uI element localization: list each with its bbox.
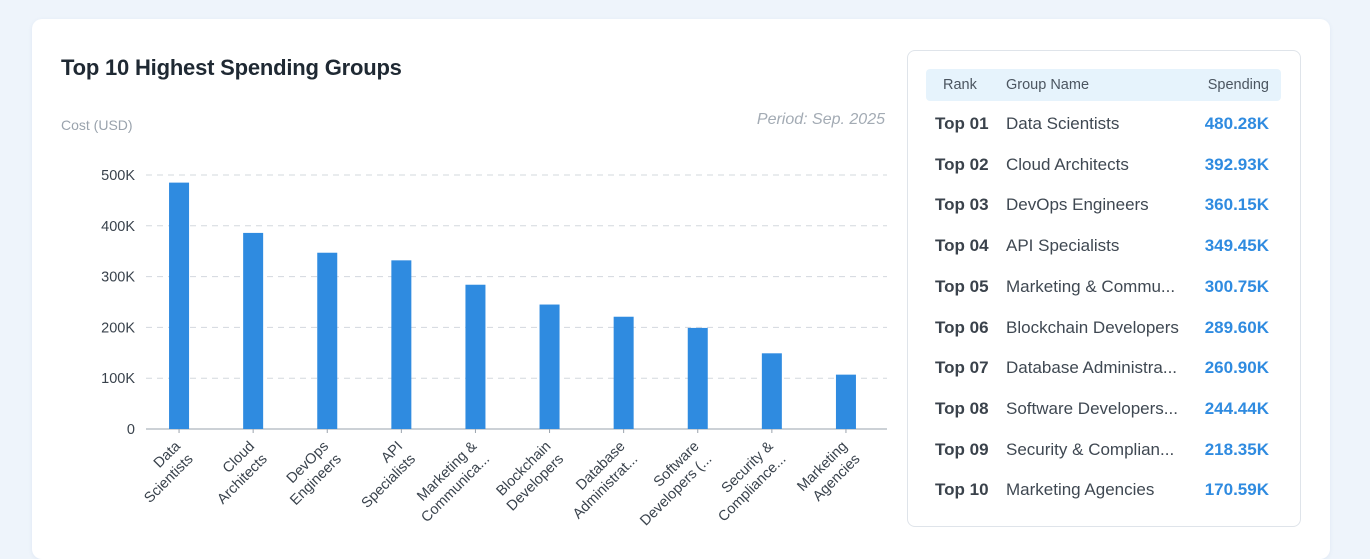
y-tick-label: 300K [101, 270, 135, 286]
bar[interactable] [243, 232, 264, 429]
row-rank: Top 03 [935, 195, 989, 215]
x-tick-label: DataScientists [129, 438, 198, 507]
x-tick-label: Marketing &Communica... [406, 438, 494, 526]
table-row[interactable]: Top 08 Software Developers... 244.44K [926, 395, 1281, 425]
row-spending: 218.35K [1204, 439, 1269, 459]
row-rank: Top 05 [935, 276, 989, 296]
y-tick-label: 500K [101, 168, 135, 184]
ranking-table: Rank Group Name Spending Top 01 Data Scie… [907, 50, 1301, 527]
row-group-name: Blockchain Developers [1006, 317, 1179, 337]
row-group-name: Cloud Architects [1006, 154, 1129, 174]
header-spending: Spending [1207, 77, 1269, 93]
y-tick-label: 200K [101, 320, 135, 336]
row-rank: Top 07 [935, 358, 989, 378]
bar[interactable] [613, 316, 634, 429]
row-rank: Top 02 [935, 154, 989, 174]
row-rank: Top 10 [935, 480, 989, 500]
table-row[interactable]: Top 06 Blockchain Developers 289.60K [926, 314, 1281, 344]
bar[interactable] [391, 260, 412, 429]
bar[interactable] [317, 252, 338, 429]
row-rank: Top 09 [935, 439, 989, 459]
row-spending: 300.75K [1204, 276, 1269, 296]
row-spending: 360.15K [1204, 195, 1269, 215]
row-spending: 349.45K [1204, 236, 1269, 256]
row-group-name: API Specialists [1006, 236, 1120, 256]
row-spending: 289.60K [1204, 317, 1269, 337]
bar-chart: 0 100K 200K 300K 400K 500K DataScientists Cloud… [101, 168, 887, 530]
x-tick-label: Security &Compliance... [703, 438, 790, 525]
row-spending: 260.90K [1204, 358, 1269, 378]
header-rank: Rank [943, 77, 977, 93]
row-spending: 480.28K [1204, 114, 1269, 133]
table-row[interactable]: Top 07 Database Administra... 260.90K [926, 354, 1281, 384]
row-rank: Top 06 [935, 317, 989, 337]
bar[interactable] [687, 327, 708, 429]
table-row[interactable]: Top 05 Marketing & Commu... 300.75K [926, 273, 1281, 303]
x-tick-label: SoftwareDevelopers (... [625, 439, 716, 530]
table-header: Rank Group Name Spending [926, 69, 1281, 101]
bar[interactable] [169, 182, 190, 429]
x-tick-label: DatabaseAdministrat... [557, 439, 641, 523]
row-spending: 392.93K [1204, 154, 1269, 174]
row-group-name: Data Scientists [1006, 114, 1120, 133]
y-tick-label: 100K [101, 371, 135, 387]
period-label: Period: Sep. 2025 [756, 111, 885, 128]
row-spending: 244.44K [1204, 398, 1269, 418]
x-tick-label: MarketingAgencies [794, 439, 863, 508]
x-tick-label: APISpecialists [346, 439, 419, 512]
table-row[interactable]: Top 09 Security & Complian... 218.35K [926, 436, 1281, 466]
table-row[interactable]: Top 03 DevOps Engineers 360.15K [926, 191, 1281, 221]
x-tick-label: CloudArchitects [202, 439, 271, 508]
table-row[interactable]: Top 10 Marketing Agencies 170.59K [926, 476, 1281, 506]
row-group-name: Marketing Agencies [1006, 480, 1155, 500]
row-group-name: Database Administra... [1006, 358, 1178, 378]
header-group-name: Group Name [1006, 77, 1090, 93]
row-group-name: Marketing & Commu... [1006, 276, 1176, 296]
x-tick-label: DevOpsEngineers [275, 439, 345, 509]
bar[interactable] [465, 284, 486, 429]
row-rank: Top 04 [935, 236, 989, 256]
x-tick-label: BlockchainDevelopers [491, 439, 567, 515]
row-group-name: DevOps Engineers [1006, 195, 1149, 215]
y-tick-label: 0 [127, 422, 135, 438]
table-row[interactable]: Top 02 Cloud Architects 392.93K [926, 151, 1281, 181]
row-spending: 170.59K [1204, 480, 1269, 500]
spending-card: Top 10 Highest Spending Groups Cost (USD… [32, 19, 1330, 559]
row-rank: Top 01 [935, 114, 989, 133]
y-axis-label: Cost (USD) [61, 117, 133, 133]
bar[interactable] [761, 353, 782, 429]
row-rank: Top 08 [935, 398, 989, 418]
table-row[interactable]: Top 04 API Specialists 349.45K [926, 232, 1281, 262]
row-group-name: Software Developers... [1006, 398, 1178, 418]
y-tick-label: 400K [101, 219, 135, 235]
bar[interactable] [539, 304, 560, 429]
bar[interactable] [835, 374, 856, 429]
row-group-name: Security & Complian... [1006, 439, 1175, 459]
table-row[interactable]: Top 01 Data Scientists 480.28K [926, 110, 1281, 140]
card-title: Top 10 Highest Spending Groups [61, 55, 402, 80]
